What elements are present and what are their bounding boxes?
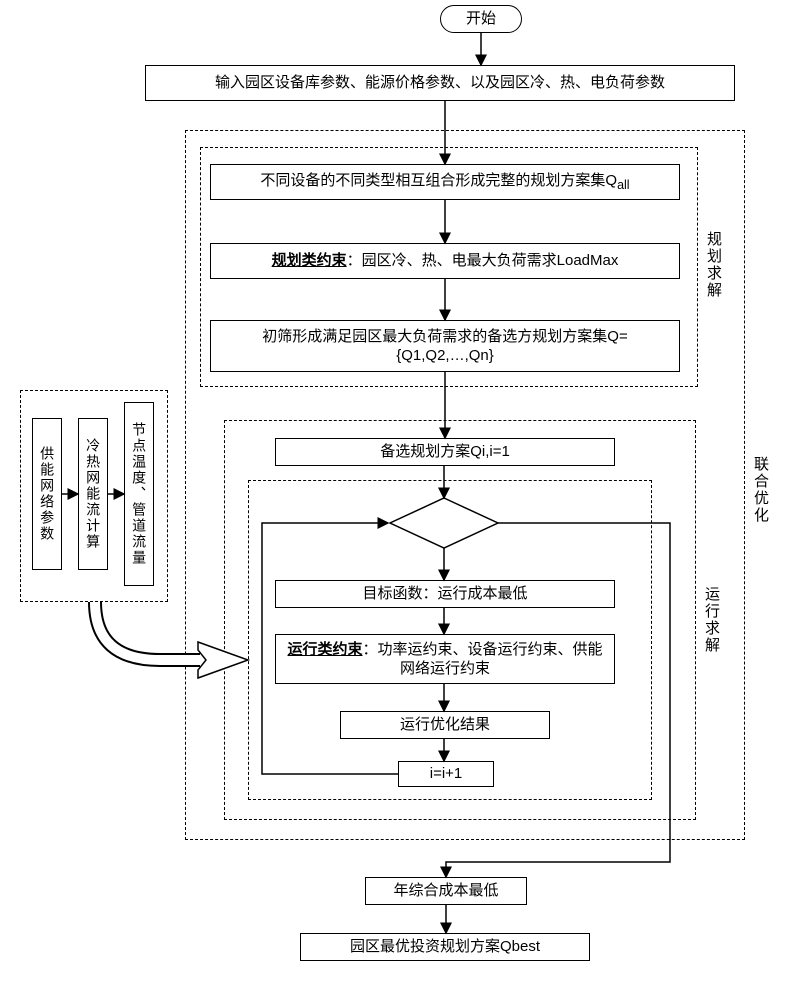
node-qset: 初筛形成满足园区最大负荷需求的备选方规划方案集Q= {Q1,Q2,…,Qn}	[210, 320, 680, 372]
text-start: 开始	[466, 9, 496, 29]
node-qall: 不同设备的不同类型相互组合形成完整的规划方案集Qall	[210, 164, 680, 200]
node-best: 园区最优投资规划方案Qbest	[300, 933, 590, 961]
text-qi: 备选规划方案Qi,i=1	[380, 442, 510, 462]
text-side-c: 节点温度、管道流量	[130, 422, 148, 566]
text-side-b: 冷热网能流计算	[84, 438, 102, 550]
label-joint-opt: 联合优化	[750, 430, 771, 550]
label-run-solve: 运行求解	[701, 570, 722, 670]
text-best: 园区最优投资规划方案Qbest	[350, 937, 540, 957]
node-start: 开始	[440, 5, 522, 33]
node-side-a: 供能网络参数	[32, 418, 62, 570]
text-inc: i=i+1	[430, 764, 463, 784]
node-result: 运行优化结果	[340, 711, 550, 739]
node-qi: 备选规划方案Qi,i=1	[275, 438, 615, 466]
text-input: 输入园区设备库参数、能源价格参数、以及园区冷、热、电负荷参数	[215, 73, 665, 93]
text-plan-constraint: 规划类约束：园区冷、热、电最大负荷需求LoadMax	[272, 251, 619, 271]
text-run-constraint: 运行类约束：功率运约束、设备运行约束、供能网络运行约束	[282, 640, 608, 679]
node-inc: i=i+1	[398, 761, 494, 787]
text-qall: 不同设备的不同类型相互组合形成完整的规划方案集Qall	[260, 171, 629, 193]
node-obj: 目标函数：运行成本最低	[275, 580, 615, 608]
node-side-c: 节点温度、管道流量	[124, 402, 154, 586]
node-annual: 年综合成本最低	[365, 877, 527, 905]
text-obj: 目标函数：运行成本最低	[362, 584, 527, 604]
text-qset: 初筛形成满足园区最大负荷需求的备选方规划方案集Q= {Q1,Q2,…,Qn}	[262, 327, 627, 366]
text-annual: 年综合成本最低	[393, 881, 498, 901]
node-run-constraint: 运行类约束：功率运约束、设备运行约束、供能网络运行约束	[275, 634, 615, 684]
node-plan-constraint: 规划类约束：园区冷、热、电最大负荷需求LoadMax	[210, 243, 680, 279]
node-cond-text: i≤n	[390, 498, 498, 548]
node-side-b: 冷热网能流计算	[78, 418, 108, 570]
label-plan-solve: 规划求解	[703, 215, 724, 315]
text-result: 运行优化结果	[400, 715, 490, 735]
node-input: 输入园区设备库参数、能源价格参数、以及园区冷、热、电负荷参数	[145, 65, 735, 101]
text-side-a: 供能网络参数	[38, 446, 56, 542]
